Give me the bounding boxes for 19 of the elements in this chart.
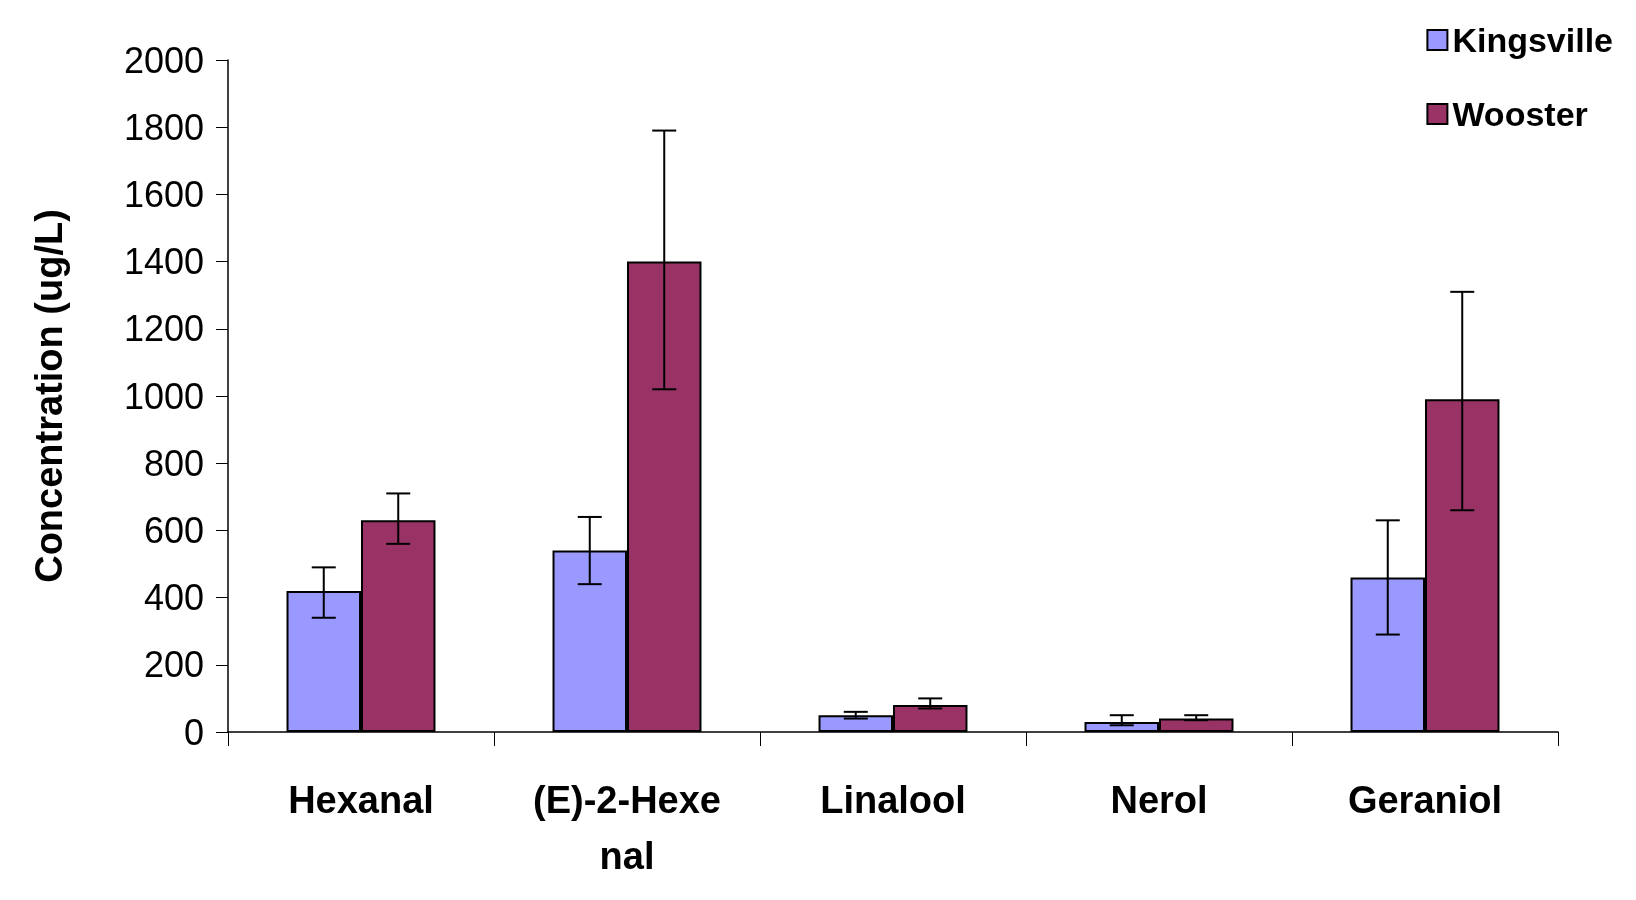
x-tick-label: Hexanal <box>288 779 434 821</box>
y-tick-label: 400 <box>143 577 204 619</box>
y-tick-label: 600 <box>143 509 204 551</box>
y-tick-label: 200 <box>143 644 204 686</box>
legend-label: Kingsville <box>1452 21 1614 59</box>
y-tick-label: 1800 <box>123 106 204 148</box>
y-tick-label: 1600 <box>123 173 204 215</box>
legend-label: Wooster <box>1452 95 1588 133</box>
x-tick-label: Nerol <box>1110 779 1208 821</box>
x-tick-label: (E)-2-Hexenal <box>533 779 721 877</box>
y-axis-title: Concentration (ug/L) <box>28 209 70 583</box>
y-tick-label: 800 <box>143 442 204 484</box>
x-tick-label: Geraniol <box>1347 779 1503 821</box>
y-tick-label: 1400 <box>123 241 204 283</box>
y-tick-label: 1200 <box>123 308 204 350</box>
x-tick-label: Linalool <box>820 779 966 821</box>
y-tick-label: 1000 <box>123 375 204 417</box>
y-tick-label: 2000 <box>123 39 204 81</box>
y-tick-label: 0 <box>183 711 204 753</box>
